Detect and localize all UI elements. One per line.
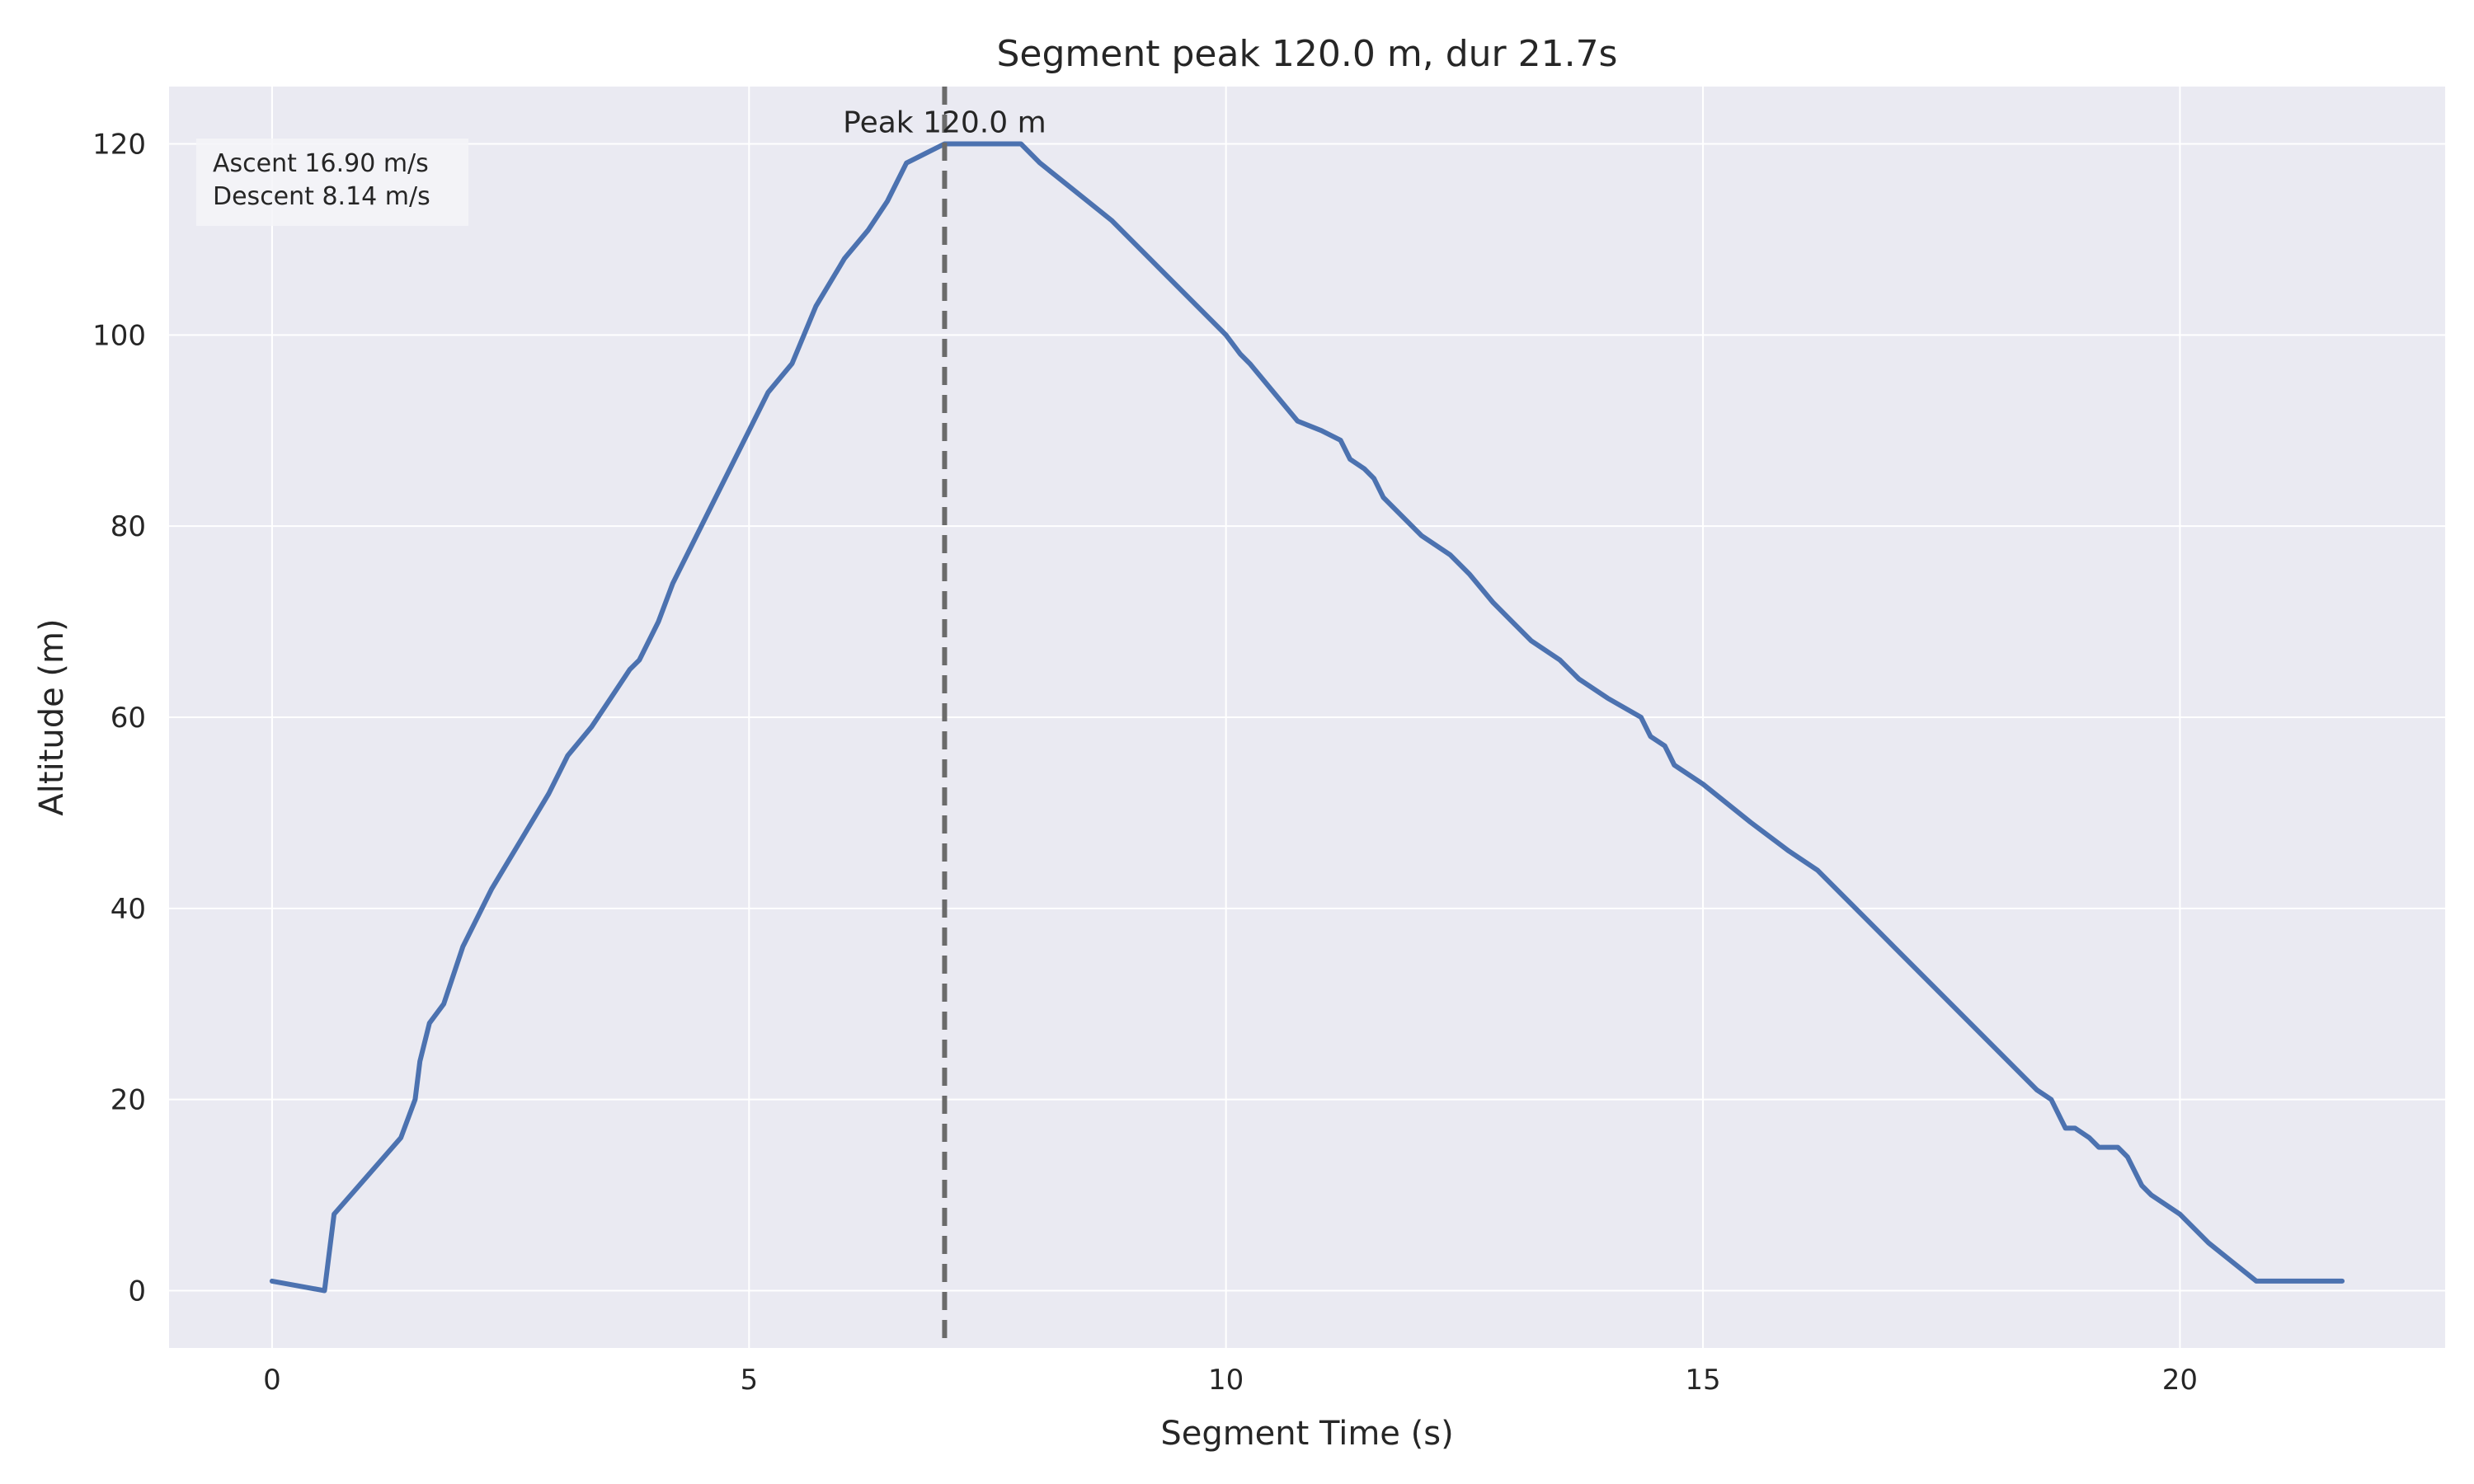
y-axis-ticks: 0 20 40 60 80 100 120	[92, 129, 146, 1308]
x-axis-label: Segment Time (s)	[1160, 1415, 1453, 1453]
y-tick-label: 40	[111, 893, 146, 926]
y-tick-label: 0	[128, 1275, 146, 1308]
y-tick-label: 80	[111, 510, 146, 543]
descent-rate-label: Descent 8.14 m/s	[213, 182, 430, 211]
grid-lines	[169, 87, 2445, 1348]
x-tick-label: 5	[740, 1364, 758, 1397]
peak-label: Peak 120.0 m	[843, 106, 1047, 140]
stats-box: Ascent 16.90 m/s Descent 8.14 m/s	[196, 139, 468, 226]
x-axis-ticks: 0 5 10 15 20	[263, 1364, 2198, 1397]
y-tick-label: 60	[111, 702, 146, 735]
x-tick-label: 20	[2162, 1364, 2198, 1397]
x-tick-label: 0	[263, 1364, 281, 1397]
y-axis-label: Altitude (m)	[33, 618, 71, 815]
ascent-rate-label: Ascent 16.90 m/s	[213, 149, 429, 178]
y-tick-label: 100	[92, 319, 146, 352]
x-tick-label: 15	[1685, 1364, 1720, 1397]
y-tick-label: 120	[92, 129, 146, 162]
chart-title: Segment peak 120.0 m, dur 21.7s	[997, 33, 1618, 75]
x-tick-label: 10	[1208, 1364, 1244, 1397]
altitude-line	[269, 141, 2345, 1294]
y-tick-label: 20	[111, 1084, 146, 1117]
